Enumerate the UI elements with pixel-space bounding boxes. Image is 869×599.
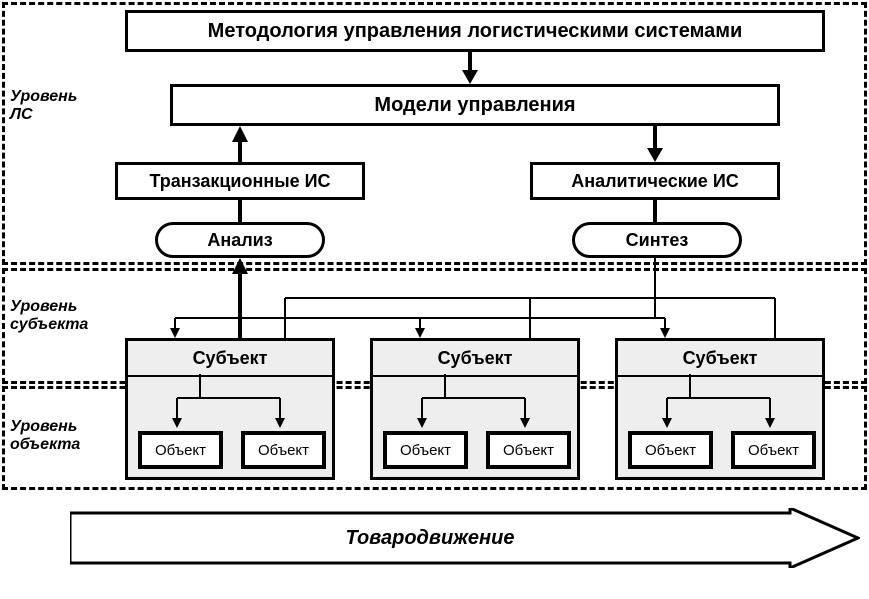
object-box: Объект [138, 431, 223, 469]
models-box: Модели управления [170, 84, 780, 126]
subject-header-3: Субъект [618, 341, 822, 377]
subject-container-3: Субъект Объект Объект [615, 338, 825, 480]
object-box: Объект [383, 431, 468, 469]
level-object-label: Уровеньобъекта [10, 418, 80, 454]
synthesis-box: Синтез [572, 222, 742, 258]
object-box: Объект [731, 431, 816, 469]
analytical-box: Аналитические ИС [530, 162, 780, 200]
object-box: Объект [241, 431, 326, 469]
analysis-box: Анализ [155, 222, 325, 258]
level-subject-label: Уровеньсубъекта [10, 298, 88, 334]
logistics-diagram: УровеньЛС Уровеньсубъекта Уровеньобъекта… [0, 0, 869, 599]
subject-container-2: Субъект Объект Объект [370, 338, 580, 480]
object-box: Объект [486, 431, 571, 469]
subject-container-1: Субъект Объект Объект [125, 338, 335, 480]
level-ls-label: УровеньЛС [10, 88, 77, 124]
subject-header-2: Субъект [373, 341, 577, 377]
subject-header-1: Субъект [128, 341, 332, 377]
flow-arrow: Товародвижение [70, 508, 860, 568]
object-box: Объект [628, 431, 713, 469]
transactional-box: Транзакционные ИС [115, 162, 365, 200]
methodology-box: Методология управления логистическими си… [125, 10, 825, 52]
